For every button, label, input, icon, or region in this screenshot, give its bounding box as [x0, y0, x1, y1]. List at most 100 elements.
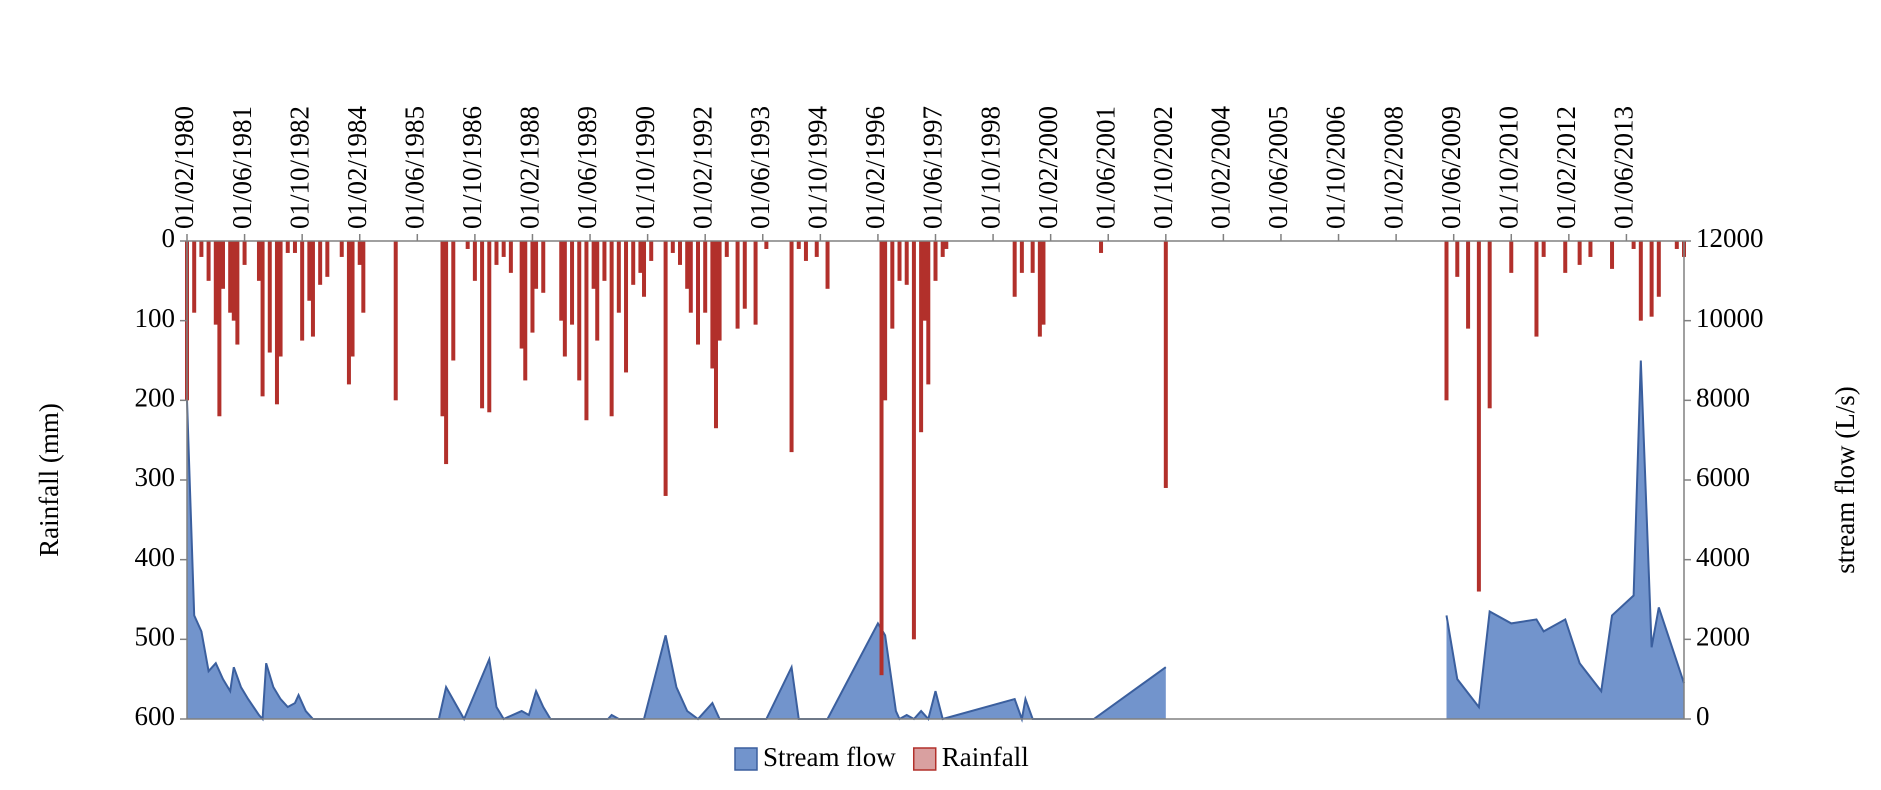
- y-tick-label: 100: [135, 303, 176, 333]
- rain-bar: [688, 241, 693, 313]
- x-tick-label: 01/02/2008: [1378, 106, 1408, 229]
- rain-bar: [220, 241, 225, 289]
- rain-bar: [825, 241, 830, 289]
- rain-bar: [570, 241, 575, 325]
- rain-bar: [487, 241, 492, 413]
- y2-tick-label: 4000: [1696, 542, 1750, 572]
- rain-bar: [1610, 241, 1615, 269]
- x-tick-label: 01/02/1988: [515, 106, 545, 229]
- y-tick-label: 500: [135, 622, 176, 652]
- rain-bar: [883, 241, 888, 401]
- y2-tick-label: 2000: [1696, 622, 1750, 652]
- x-tick-label: 01/06/1989: [572, 106, 602, 229]
- rain-bar: [595, 241, 600, 341]
- rain-bar: [926, 241, 931, 385]
- rain-bar: [1534, 241, 1539, 337]
- rain-bar: [451, 241, 456, 361]
- x-tick-label: 01/10/1982: [284, 106, 314, 229]
- rain-bar: [213, 241, 218, 325]
- x-tick-label: 01/02/2000: [1033, 106, 1063, 229]
- rain-bar: [278, 241, 283, 357]
- y-tick-label: 600: [135, 701, 176, 731]
- rain-bar: [710, 241, 715, 369]
- rain-bar: [735, 241, 740, 329]
- rain-bar: [944, 241, 949, 249]
- x-tick-label: 01/10/2010: [1493, 106, 1523, 229]
- rain-bar: [904, 241, 909, 285]
- y-tick-label: 0: [162, 223, 176, 253]
- y-tick-label: 300: [135, 462, 176, 492]
- legend-swatch: [734, 747, 758, 771]
- rain-bar: [602, 241, 607, 281]
- x-tick-label: 01/06/2001: [1090, 106, 1120, 229]
- rain-bar: [472, 241, 477, 281]
- rain-bar: [274, 241, 279, 405]
- rain-bar: [534, 241, 539, 289]
- rain-bar: [933, 241, 938, 281]
- x-tick-label: 01/06/1993: [745, 106, 775, 229]
- rain-bar: [753, 241, 758, 325]
- x-tick-label: 01/06/1985: [400, 106, 430, 229]
- rain-bar: [300, 241, 305, 341]
- x-tick-label: 01/02/1996: [860, 106, 890, 229]
- rain-bar: [350, 241, 355, 357]
- rain-bar: [228, 241, 233, 313]
- rain-bar: [292, 241, 297, 253]
- x-tick-label: 01/10/1994: [803, 105, 833, 229]
- rain-bar: [609, 241, 614, 417]
- area-fill: [187, 360, 1684, 719]
- rain-bar: [591, 241, 596, 289]
- rain-bar: [1466, 241, 1471, 329]
- rain-bar: [393, 241, 398, 401]
- rain-bar: [695, 241, 700, 345]
- rain-bar: [444, 241, 449, 465]
- y2-tick-label: 12000: [1696, 223, 1764, 253]
- rain-bar: [1455, 241, 1460, 277]
- rain-bar: [339, 241, 344, 257]
- rain-bar: [235, 241, 240, 345]
- x-tick-label: 01/10/1998: [975, 106, 1005, 229]
- rain-bar: [361, 241, 366, 313]
- y-axis-label: Rainfall (mm): [34, 403, 64, 557]
- y2-tick-label: 0: [1696, 701, 1710, 731]
- rain-bar: [724, 241, 729, 257]
- rain-bar: [1541, 241, 1546, 257]
- rain-bar: [440, 241, 445, 417]
- rain-bar: [519, 241, 524, 349]
- rain-bar: [508, 241, 513, 273]
- x-tick-label: 01/02/1984: [342, 105, 372, 229]
- rain-bar: [256, 241, 261, 281]
- x-tick-label: 01/02/1980: [169, 106, 199, 229]
- rain-bar: [789, 241, 794, 453]
- rain-bar: [231, 241, 236, 321]
- x-tick-label: 01/10/2006: [1321, 106, 1351, 229]
- y2-tick-label: 8000: [1696, 383, 1750, 413]
- rain-bar: [1019, 241, 1024, 273]
- rain-bar: [523, 241, 528, 381]
- rain-bar: [922, 241, 927, 321]
- legend-label: Rainfall: [942, 742, 1029, 772]
- rain-bar: [703, 241, 708, 313]
- rain-bar: [897, 241, 902, 281]
- rain-bar: [530, 241, 535, 333]
- x-tick-label: 01/06/1981: [227, 106, 257, 229]
- rain-bar: [480, 241, 485, 409]
- rain-bar: [1476, 241, 1481, 592]
- rain-bar: [260, 241, 265, 397]
- rain-bar: [501, 241, 506, 257]
- rain-bar: [1099, 241, 1104, 253]
- rain-bar: [890, 241, 895, 329]
- rain-bar: [742, 241, 747, 309]
- legend-label: Stream flow: [763, 742, 896, 772]
- y2-axis-label: stream flow (L/s): [1830, 386, 1860, 573]
- rain-bar: [685, 241, 690, 289]
- rain-bar: [217, 241, 222, 417]
- rain-bar: [541, 241, 546, 293]
- rain-bar: [649, 241, 654, 261]
- rain-bar: [1588, 241, 1593, 257]
- rain-bar: [1674, 241, 1679, 249]
- x-tick-label: 01/06/2013: [1609, 106, 1639, 229]
- rain-bar: [1638, 241, 1643, 321]
- rain-bar: [670, 241, 675, 253]
- y-tick-label: 400: [135, 542, 176, 572]
